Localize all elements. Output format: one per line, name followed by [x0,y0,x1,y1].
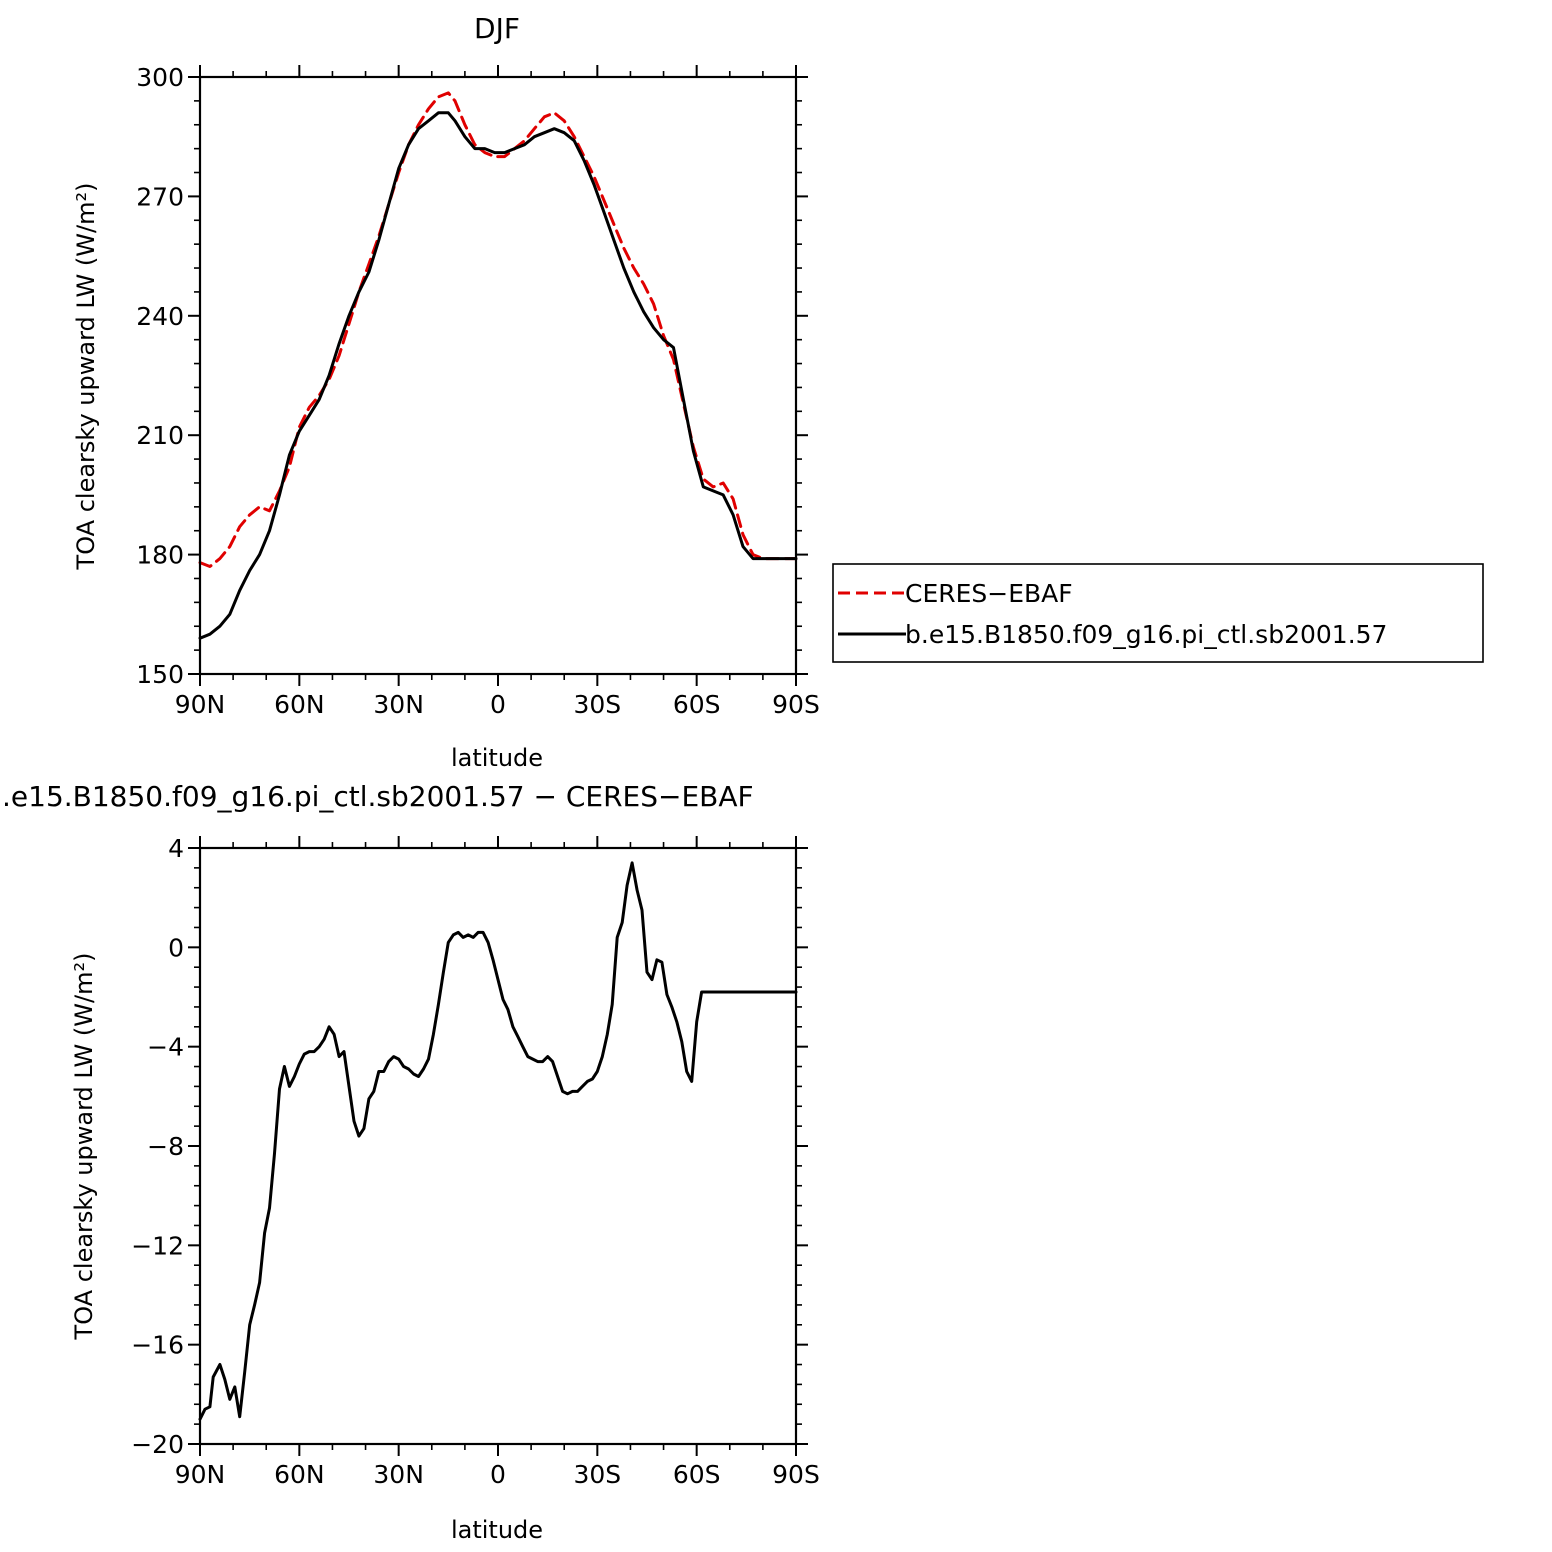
bottom-y-tick-label: −12 [131,1231,184,1260]
top-y-tick-label: 180 [136,541,184,570]
bottom-y-tick-label: 4 [168,834,184,863]
top-y-tick-label: 240 [136,302,184,331]
legend: CERES−EBAF b.e15.B1850.f09_g16.pi_ctl.sb… [832,563,1484,663]
legend-label-ceres: CERES−EBAF [905,579,1073,608]
bottom-x-tick-label: 90N [175,1460,226,1489]
top-y-tick-label: 270 [136,182,184,211]
panel-top: DJF 90N 60N 30N 0 30S 60S 90S 150 180 210 240 270 30… [72,12,1484,772]
bottom-x-tick-label: 60N [274,1460,325,1489]
bottom-y-tick-label: 0 [168,933,184,962]
top-x-tick-label: 30N [373,690,424,719]
top-y-tick-label: 300 [136,63,184,92]
top-x-tick-label: 90N [175,690,226,719]
bottom-y-tick-label: −4 [147,1033,184,1062]
bottom-x-tick-label: 0 [490,1460,506,1489]
bottom-y-axis-label: TOA clearsky upward LW (W/m²) [70,953,98,1341]
legend-box [832,563,1484,663]
top-x-tick-label: 30S [573,690,621,719]
bottom-series-line-0 [198,861,798,1421]
bottom-plot-frame [198,846,798,1446]
bottom-chart-title: .e15.B1850.f09_g16.pi_ctl.sb2001.57 − CE… [2,780,754,813]
bottom-x-tick-label: 30N [373,1460,424,1489]
top-x-tick-label: 90S [772,690,820,719]
bottom-x-tick-label: 60S [673,1460,721,1489]
bottom-plot-area: 90N 60N 30N 0 30S 60S 90S −20 −16 −12 −8 −4 0 4 [131,834,820,1489]
bottom-x-axis-label: latitude [451,1516,543,1544]
top-x-tick-label: 60S [673,690,721,719]
top-plot-frame [198,75,798,676]
top-series-line-0 [198,91,798,568]
bottom-x-tick-label: 90S [772,1460,820,1489]
bottom-y-tick-label: −8 [147,1132,184,1161]
bottom-y-tick-label: −16 [131,1331,184,1360]
top-y-axis-label: TOA clearsky upward LW (W/m²) [72,183,100,571]
legend-label-model: b.e15.B1850.f09_g16.pi_ctl.sb2001.57 [905,620,1387,649]
top-chart-title: DJF [474,12,520,45]
top-series-line-1 [198,111,798,640]
top-y-tick-label: 150 [136,660,184,689]
top-x-tick-label: 60N [274,690,325,719]
bottom-y-tick-label: −20 [131,1430,184,1459]
top-y-tick-label: 210 [136,421,184,450]
top-x-tick-label: 0 [490,690,506,719]
bottom-x-tick-label: 30S [573,1460,621,1489]
top-plot-area: 90N 60N 30N 0 30S 60S 90S 150 180 210 240 270 300 [136,63,820,719]
panel-bottom: .e15.B1850.f09_g16.pi_ctl.sb2001.57 − CE… [2,780,820,1544]
top-x-axis-label: latitude [451,744,543,772]
